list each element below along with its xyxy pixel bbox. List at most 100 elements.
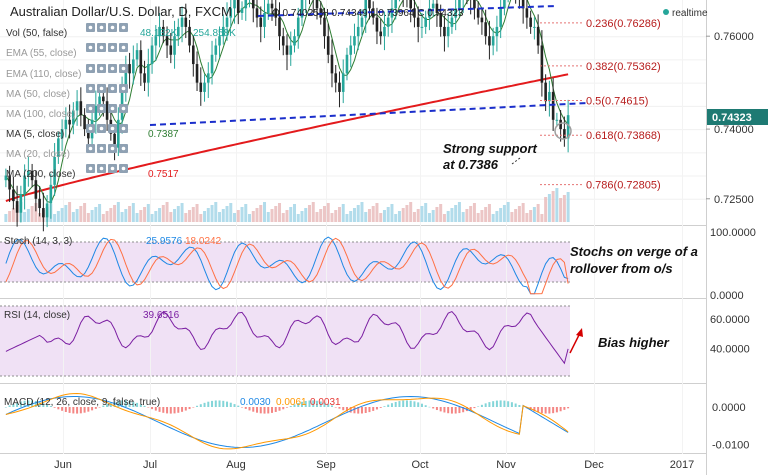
rsi-tick-label: 40.0000 (710, 343, 750, 355)
eye-icon[interactable] (86, 23, 95, 32)
volume-bar (394, 214, 398, 222)
close-icon[interactable] (108, 84, 117, 93)
volume-bar (11, 208, 15, 222)
more-icon[interactable] (119, 164, 128, 173)
candle-body (566, 115, 570, 139)
macd-hist-bar (274, 407, 277, 412)
more-icon[interactable] (119, 144, 128, 153)
vol-value-1: 48.132K (140, 28, 178, 39)
more-icon[interactable] (119, 104, 128, 113)
eye-icon[interactable] (86, 43, 95, 52)
ema55-label[interactable]: EMA (55, close) (6, 48, 77, 59)
close-icon[interactable] (108, 104, 117, 113)
macd-hist-bar (42, 403, 45, 407)
candle-body (488, 36, 491, 46)
rsi-label[interactable]: RSI (14, close) (4, 310, 70, 321)
macd-tick-label: -0.0100 (712, 440, 749, 452)
close-icon[interactable] (108, 64, 117, 73)
macd-hist-bar (300, 401, 303, 407)
volume-bar (536, 204, 540, 222)
volume-bar (285, 210, 289, 222)
macd-hist-bar (492, 401, 495, 407)
close-icon[interactable] (108, 124, 117, 133)
candle-body (105, 101, 109, 120)
volume-bar (409, 202, 413, 222)
eye-icon[interactable] (86, 84, 95, 93)
candle-body (529, 17, 532, 27)
stoch-label[interactable]: Stoch (14, 3, 3) (4, 236, 72, 247)
gear-icon[interactable] (97, 43, 106, 52)
macd-hist-bar (559, 407, 562, 412)
more-icon[interactable] (119, 64, 128, 73)
eye-icon[interactable] (86, 104, 95, 113)
macd-hist-bar (484, 403, 487, 407)
macd-hist-bar (57, 407, 60, 410)
eye-icon[interactable] (86, 144, 95, 153)
gear-icon[interactable] (97, 84, 106, 93)
vol-label[interactable]: Vol (50, false) (6, 28, 67, 39)
gear-icon[interactable] (97, 164, 106, 173)
volume-bar (420, 206, 424, 222)
volume-bar (371, 206, 375, 222)
x-tick-label: Jul (143, 459, 157, 471)
close-icon[interactable] (108, 164, 117, 173)
close-icon[interactable] (108, 144, 117, 153)
ma5-label[interactable]: MA (5, close) (6, 129, 64, 140)
candle-body (143, 73, 146, 83)
eye-icon[interactable] (86, 124, 95, 133)
volume-bar (559, 198, 563, 222)
candle-body (203, 82, 206, 92)
volume-bar (105, 211, 109, 222)
macd-hist-bar (68, 407, 71, 413)
volume-bar (203, 211, 207, 222)
gear-icon[interactable] (97, 104, 106, 113)
volume-bar (188, 210, 192, 222)
volume-bar (180, 203, 184, 222)
candle-body (270, 3, 274, 9)
macd-hist-bar (548, 407, 551, 414)
legend-controls (86, 23, 128, 173)
gear-icon[interactable] (97, 144, 106, 153)
eye-icon[interactable] (86, 64, 95, 73)
volume-bar (337, 207, 341, 222)
candle-body (27, 170, 30, 176)
macd-hist-bar (417, 402, 420, 407)
more-icon[interactable] (119, 23, 128, 32)
gear-icon[interactable] (97, 124, 106, 133)
ma100-label[interactable]: MA (100, close) (6, 109, 75, 120)
candle-body (64, 119, 68, 130)
ema110-label[interactable]: EMA (110, close) (6, 69, 81, 80)
more-icon[interactable] (119, 43, 128, 52)
candle-body (341, 73, 345, 92)
candle-body (330, 54, 334, 74)
more-icon[interactable] (119, 84, 128, 93)
ma50-label[interactable]: MA (50, close) (6, 89, 70, 100)
macd-hist-bar (233, 404, 236, 407)
volume-bar (382, 210, 386, 222)
volume-bar (431, 210, 435, 222)
macd-hist-bar (330, 405, 333, 407)
candle-body (191, 45, 195, 65)
candle-body (443, 26, 446, 37)
candle-body (345, 54, 349, 74)
volume-bar (454, 205, 458, 222)
ma200-label[interactable]: MA (200, close) (6, 169, 75, 180)
eye-icon[interactable] (86, 164, 95, 173)
volume-bar (86, 213, 90, 222)
volume-bar (326, 203, 330, 222)
more-icon[interactable] (119, 124, 128, 133)
candle-body (221, 26, 225, 37)
volume-bar (139, 210, 143, 222)
candles (4, 0, 570, 232)
macd-hist-bar (443, 407, 446, 413)
close-icon[interactable] (108, 43, 117, 52)
ma20-label[interactable]: MA (20, close) (6, 149, 70, 160)
gear-icon[interactable] (97, 64, 106, 73)
fib-levels: 0.236(0.76286) 0.382(0.75362) 0.5(0.74615)… (540, 18, 661, 192)
macd-label[interactable]: MACD (12, 26, close, 9, false, true) (4, 397, 160, 408)
close-icon[interactable] (108, 23, 117, 32)
gear-icon[interactable] (97, 23, 106, 32)
macd-hist-bar (218, 400, 221, 407)
macd-hist-bar (567, 407, 570, 409)
stoch-k-value: 25.9576 (146, 236, 183, 247)
